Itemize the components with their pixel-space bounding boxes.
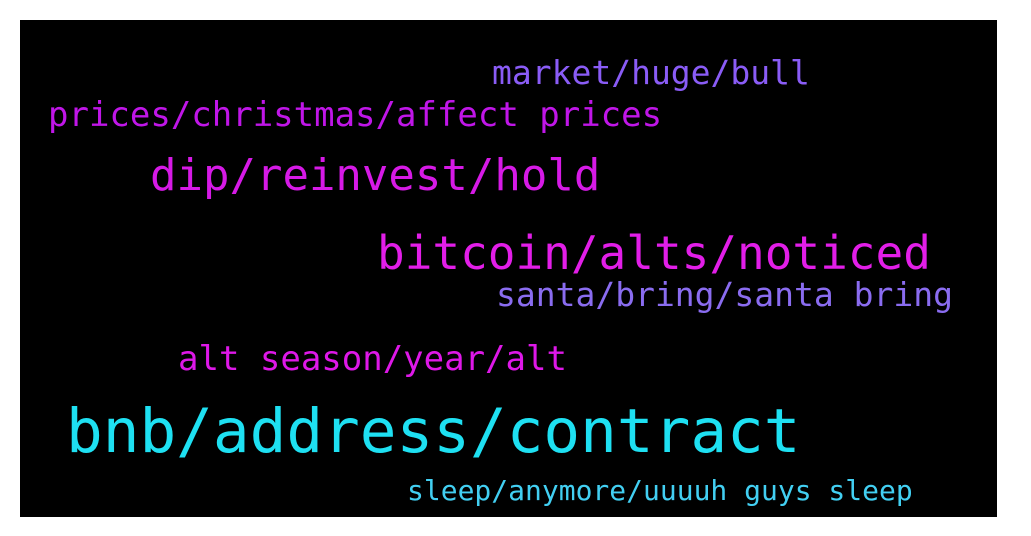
- word-sleep-anymore: sleep/anymore/uuuuh guys sleep: [407, 474, 913, 507]
- word-market-huge-bull: market/huge/bull: [492, 53, 810, 92]
- word-cloud: market/huge/bull prices/christmas/affect…: [20, 20, 997, 517]
- word-alt-season-year-alt: alt season/year/alt: [178, 339, 567, 379]
- word-santa-bring: santa/bring/santa bring: [496, 275, 953, 314]
- word-prices-christmas-affect-prices: prices/christmas/affect prices: [48, 95, 663, 135]
- word-bitcoin-alts-noticed: bitcoin/alts/noticed: [377, 226, 931, 280]
- word-bnb-address-contract: bnb/address/contract: [66, 396, 801, 467]
- word-dip-reinvest-hold: dip/reinvest/hold: [150, 150, 601, 201]
